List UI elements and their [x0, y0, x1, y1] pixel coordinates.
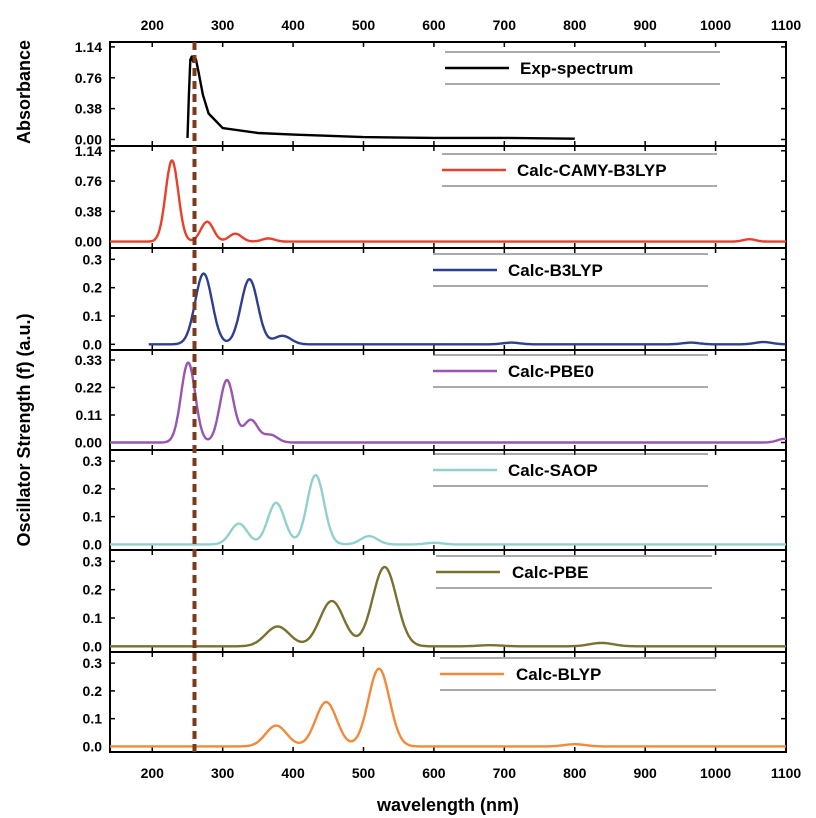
y-tick-label: 0.3 — [83, 655, 103, 671]
y-tick-label: 0.0 — [83, 336, 103, 352]
y-tick-label: 0.38 — [75, 101, 102, 117]
series-line-exp-spectrum — [186, 55, 575, 140]
series-line-calc-pbe0 — [109, 361, 787, 444]
x-tick-label-bottom: 900 — [633, 765, 657, 781]
y-tick-label: 0.3 — [83, 453, 103, 469]
y-tick-label: 0.0 — [83, 638, 103, 654]
x-tick-label-top: 800 — [563, 17, 587, 33]
legend-calc-saop: Calc-SAOP — [433, 453, 708, 487]
y-tick-label: 0.0 — [83, 536, 103, 552]
y-tick-label: 0.1 — [83, 509, 103, 525]
y-tick-label: 0.11 — [76, 407, 103, 423]
y-tick-label: 0.1 — [83, 308, 103, 324]
y-tick-label: 0.38 — [75, 203, 102, 219]
legend-label: Calc-PBE — [512, 563, 589, 582]
panels-layer: 0.00 0.38 0.76 1.14 Exp-spectrum 0.00 0.38 0.76… — [75, 39, 787, 754]
panel-calc-saop: 0.0 0.1 0.2 0.3 Calc-SAOP — [83, 449, 787, 552]
y-tick-label: 0.1 — [83, 610, 103, 626]
panel-calc-b3lyp: 0.0 0.1 0.2 0.3 Calc-B3LYP — [83, 247, 787, 352]
y-tick-label: 0.33 — [75, 352, 102, 368]
legend-label: Calc-SAOP — [508, 461, 598, 480]
y-tick-label: 1.14 — [75, 39, 102, 55]
y-tick-label: 0.76 — [75, 70, 102, 86]
x-tick-label-bottom: 400 — [281, 765, 305, 781]
panel-frame — [109, 145, 787, 249]
panel-frame — [109, 41, 787, 147]
legend-calc-blyp: Calc-BLYP — [440, 657, 716, 691]
panel-exp-spectrum: 0.00 0.38 0.76 1.14 Exp-spectrum — [75, 39, 787, 148]
axis-layer: 200 200 300 300 400 400 500 500 600 600 700 700 800 8… — [141, 17, 802, 781]
legend-label: Calc-PBE0 — [508, 362, 594, 381]
y-tick-label: 0.00 — [75, 234, 102, 250]
x-tick-label-bottom: 600 — [422, 765, 446, 781]
x-tick-label-bottom: 800 — [563, 765, 587, 781]
y-tick-label: 0.3 — [83, 553, 103, 569]
y-axis-title-top: Absorbance — [14, 40, 34, 144]
y-tick-label: 0.00 — [75, 132, 102, 148]
legend-label: Calc-B3LYP — [508, 261, 603, 280]
x-tick-label-top: 500 — [352, 17, 376, 33]
y-tick-label: 0.22 — [75, 380, 102, 396]
panel-calc-camy-b3lyp: 0.00 0.38 0.76 1.14 Calc-CAMY-B3LYP — [75, 143, 787, 250]
y-tick-label: 0.0 — [83, 738, 103, 754]
x-axis-title: wavelength (nm) — [376, 795, 519, 815]
legend-label: Calc-CAMY-B3LYP — [517, 161, 667, 180]
y-tick-label: 0.2 — [83, 280, 103, 296]
legend-exp-spectrum: Exp-spectrum — [445, 51, 720, 85]
panel-calc-pbe0: 0.00 0.11 0.22 0.33 Calc-PBE0 — [75, 349, 787, 451]
x-tick-label-top: 900 — [633, 17, 657, 33]
y-tick-label: 0.00 — [75, 435, 102, 451]
x-tick-label-top: 600 — [422, 17, 446, 33]
series-line-calc-b3lyp — [148, 272, 786, 346]
x-tick-label-top: 1000 — [700, 17, 731, 33]
panel-frame — [109, 449, 787, 551]
series-line-calc-camy-b3lyp — [109, 159, 787, 243]
series-line-calc-blyp — [109, 667, 787, 748]
x-tick-label-bottom: 500 — [352, 765, 376, 781]
legend-label: Calc-BLYP — [516, 665, 601, 684]
x-tick-label-top: 300 — [211, 17, 235, 33]
y-tick-label: 0.2 — [83, 582, 103, 598]
series-line-calc-pbe — [109, 565, 787, 648]
x-tick-label-top: 1100 — [771, 17, 802, 33]
y-tick-label: 0.2 — [83, 683, 103, 699]
x-tick-label-top: 200 — [141, 17, 165, 33]
x-tick-label-top: 700 — [493, 17, 517, 33]
panel-calc-pbe: 0.0 0.1 0.2 0.3 Calc-PBE — [83, 549, 787, 654]
series-line-calc-saop — [109, 473, 787, 546]
legend-calc-pbe: Calc-PBE — [436, 555, 712, 589]
y-tick-label: 0.3 — [83, 251, 103, 267]
legend-label: Exp-spectrum — [520, 59, 633, 78]
panel-calc-blyp: 0.0 0.1 0.2 0.3 Calc-BLYP — [83, 651, 787, 754]
x-tick-label-bottom: 200 — [141, 765, 165, 781]
x-tick-label-bottom: 300 — [211, 765, 235, 781]
panel-frame — [109, 549, 787, 653]
legend-calc-b3lyp: Calc-B3LYP — [433, 253, 708, 287]
y-tick-label: 1.14 — [75, 143, 102, 159]
legend-calc-camy-b3lyp: Calc-CAMY-B3LYP — [442, 153, 717, 187]
x-tick-label-top: 400 — [281, 17, 305, 33]
legend-calc-pbe0: Calc-PBE0 — [433, 354, 708, 388]
y-axis-title-main: Oscillator Strength (f) (a.u.) — [14, 313, 34, 546]
y-tick-label: 0.76 — [75, 173, 102, 189]
x-tick-label-bottom: 700 — [493, 765, 517, 781]
y-tick-label: 0.2 — [83, 481, 103, 497]
y-tick-label: 0.1 — [83, 711, 103, 727]
x-tick-label-bottom: 1000 — [700, 765, 731, 781]
panel-frame — [109, 651, 787, 753]
x-tick-label-bottom: 1100 — [771, 765, 802, 781]
